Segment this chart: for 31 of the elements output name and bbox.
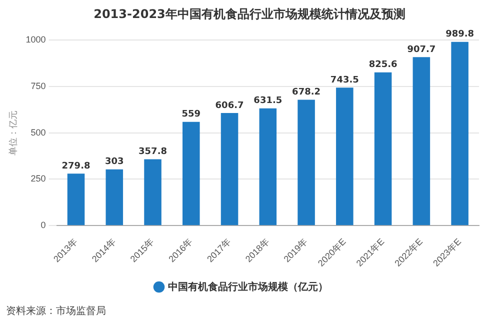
y-tick-label: 1000 bbox=[26, 34, 46, 44]
y-tick-label: 0 bbox=[40, 220, 46, 230]
bar bbox=[412, 57, 430, 226]
y-tick-label: 500 bbox=[30, 127, 46, 138]
bar bbox=[106, 169, 124, 226]
bar bbox=[451, 42, 468, 226]
y-tick-label: 250 bbox=[30, 174, 46, 184]
text: 资料来源：市场监督局 bbox=[6, 304, 106, 318]
bar bbox=[298, 100, 315, 226]
data-label: 678.2 bbox=[292, 88, 321, 98]
data-label: 825.6 bbox=[368, 60, 398, 70]
y-axis-title: 单位：亿元 bbox=[8, 110, 18, 156]
bar bbox=[220, 112, 238, 226]
bar bbox=[374, 72, 392, 226]
bar bbox=[144, 159, 162, 226]
y-tick-label: 750 bbox=[30, 80, 46, 91]
legend-label: 中国有机食品行业市场规模（亿元） bbox=[168, 280, 328, 293]
bar bbox=[182, 122, 200, 226]
bar bbox=[259, 108, 277, 226]
data-label: 606.7 bbox=[215, 100, 244, 111]
data-label: 743.5 bbox=[330, 75, 359, 86]
bar bbox=[67, 174, 85, 226]
data-label: 631.5 bbox=[254, 96, 282, 106]
chart-title: 2013-2023年中国有机食品行业市场规模统计情况及预测 bbox=[92, 6, 406, 23]
data-label: 303 bbox=[104, 157, 124, 168]
data-label: 279.8 bbox=[62, 162, 90, 172]
data-label: 559 bbox=[182, 110, 201, 120]
data-label: 907.7 bbox=[407, 44, 436, 55]
data-label: 989.8 bbox=[446, 30, 474, 40]
bar bbox=[336, 88, 354, 226]
data-label: 357.8 bbox=[138, 147, 168, 158]
